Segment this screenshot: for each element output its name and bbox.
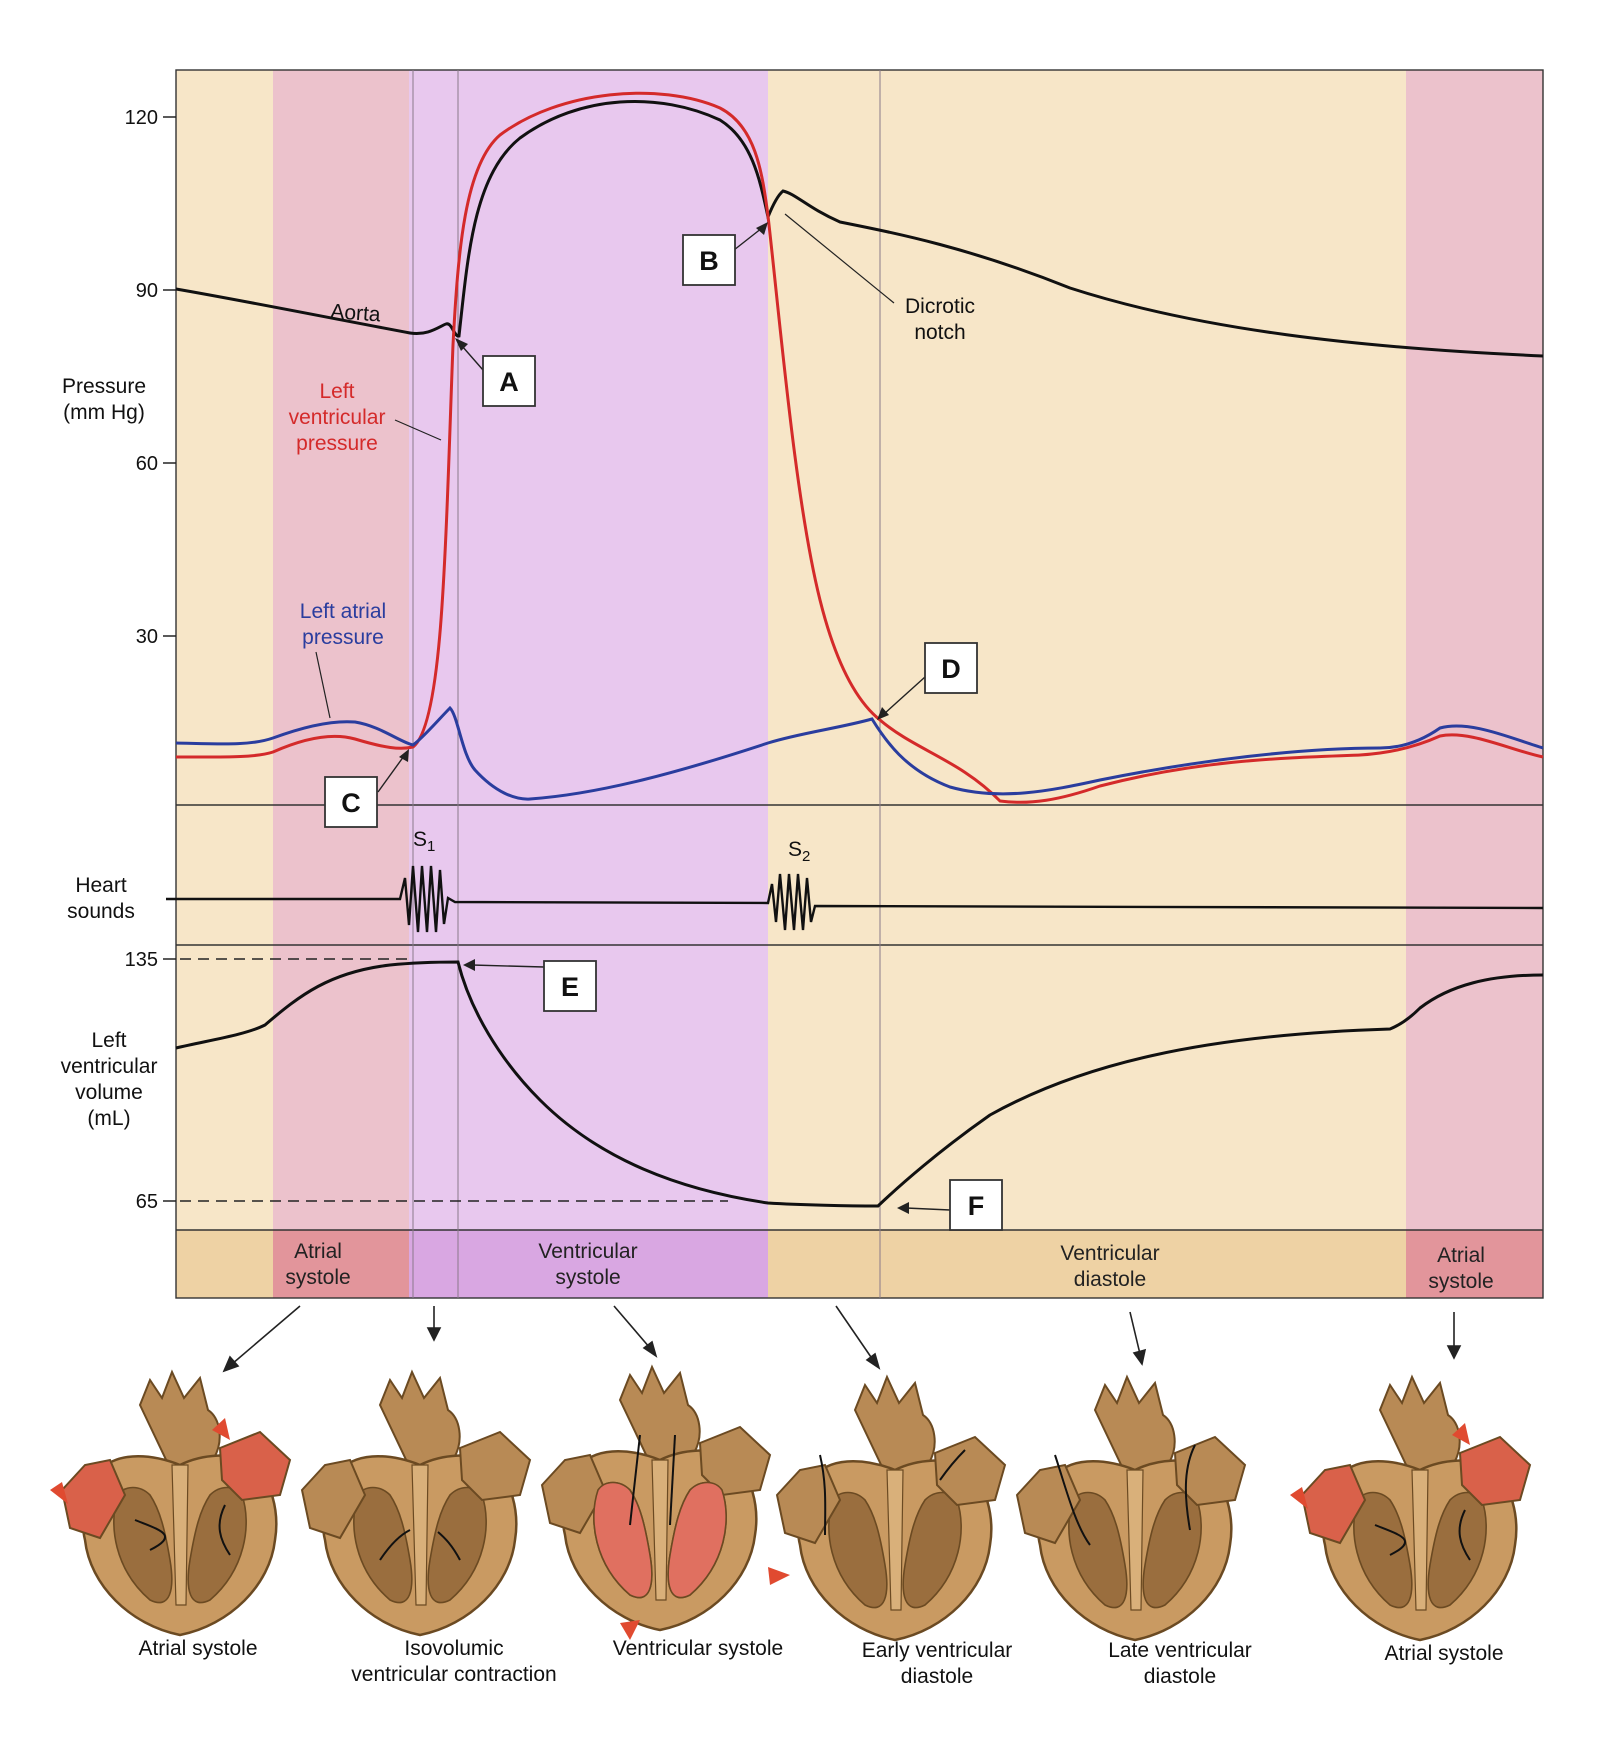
dicrotic-notch-label-line1: Dicrotic bbox=[905, 295, 975, 318]
volume-axis: 135 65 Left ventricular volume (mL) bbox=[61, 949, 728, 1213]
svg-text:A: A bbox=[499, 367, 519, 397]
phase-atrial-systole-2-line2: systole bbox=[1428, 1270, 1493, 1293]
svg-text:B: B bbox=[699, 246, 719, 276]
heart-label-1: Atrial systole bbox=[138, 1637, 257, 1660]
pressure-axis-unit: (mm Hg) bbox=[63, 401, 145, 424]
marker-a: A bbox=[455, 338, 536, 407]
phase-atrial-systole-1-line1: Atrial bbox=[294, 1240, 342, 1263]
pressure-tick-120: 120 bbox=[125, 107, 158, 129]
volume-tick-65: 65 bbox=[136, 1191, 158, 1213]
chart-frame bbox=[175, 69, 1544, 1299]
heart-atrial-systole-2 bbox=[1290, 1375, 1531, 1642]
heart-sounds-axis: Heart sounds bbox=[67, 874, 135, 923]
pressure-tick-30: 30 bbox=[136, 626, 158, 648]
heart-label-4-line2: diastole bbox=[901, 1665, 973, 1688]
heart-label-3: Ventricular systole bbox=[613, 1637, 783, 1660]
dicrotic-notch-label-line2: notch bbox=[914, 321, 965, 344]
phase-labels: Atrial systole Ventricular systole Ventr… bbox=[285, 1240, 1493, 1293]
heart-label-6: Atrial systole bbox=[1384, 1642, 1503, 1665]
volume-title-line1: Left bbox=[91, 1029, 126, 1052]
phase-ventricular-systole-line2: systole bbox=[555, 1266, 620, 1289]
pressure-axis-title: Pressure bbox=[62, 375, 146, 398]
band-diastole-left bbox=[176, 70, 273, 1230]
volume-tick-135: 135 bbox=[125, 949, 158, 971]
heart-isovolumic-contraction bbox=[301, 1370, 531, 1637]
heart-early-ventricular-diastole bbox=[776, 1375, 1006, 1642]
volume-title-line3: volume bbox=[75, 1081, 143, 1104]
pressure-tick-90: 90 bbox=[136, 280, 158, 302]
la-pressure-label-line2: pressure bbox=[302, 626, 384, 649]
marker-b: B bbox=[682, 222, 768, 286]
volume-title-line2: ventricular bbox=[61, 1055, 158, 1078]
aorta-label: Aorta bbox=[330, 300, 382, 326]
svg-text:D: D bbox=[941, 654, 961, 684]
heart-label-4-line1: Early ventricular bbox=[862, 1639, 1013, 1662]
marker-c: C bbox=[324, 749, 409, 828]
svg-text:E: E bbox=[561, 972, 579, 1002]
phase-bands bbox=[176, 70, 1543, 1230]
svg-text:F: F bbox=[968, 1191, 985, 1221]
band-atrial-systole-1 bbox=[273, 70, 409, 1230]
lv-pressure-label-line3: pressure bbox=[296, 432, 378, 455]
left-atrial-pressure-curve bbox=[175, 705, 1544, 801]
heart-ventricular-systole bbox=[541, 1365, 790, 1640]
heart-sounds-title-line2: sounds bbox=[67, 900, 135, 923]
heart-label-2-line2: ventricular contraction bbox=[351, 1663, 556, 1686]
phase-strip bbox=[176, 1230, 1543, 1298]
heart-sounds-title-line1: Heart bbox=[75, 874, 127, 897]
la-pressure-label-line1: Left atrial bbox=[300, 600, 386, 623]
pressure-tick-60: 60 bbox=[136, 453, 158, 475]
phase-ventricular-diastole-line2: diastole bbox=[1074, 1268, 1146, 1291]
s1-label: S1 bbox=[413, 828, 435, 855]
s2-label: S2 bbox=[788, 838, 810, 865]
phase-to-heart-arrows bbox=[222, 1305, 1462, 1373]
heart-late-ventricular-diastole bbox=[1016, 1375, 1246, 1642]
heart-sounds-trace bbox=[166, 865, 1544, 933]
left-ventricular-volume-curve bbox=[175, 960, 1544, 1208]
phase-atrial-systole-2-line1: Atrial bbox=[1437, 1244, 1485, 1267]
phase-ventricular-diastole-line1: Ventricular bbox=[1060, 1242, 1159, 1265]
band-atrial-systole-2 bbox=[1406, 70, 1543, 1230]
heart-labels: Atrial systole Isovolumic ventricular co… bbox=[138, 1637, 1503, 1688]
heart-label-5-line1: Late ventricular bbox=[1108, 1639, 1252, 1662]
marker-d: D bbox=[877, 642, 978, 720]
phase-atrial-systole-1-line2: systole bbox=[285, 1266, 350, 1289]
aorta-pressure-curve bbox=[175, 100, 1544, 358]
heart-label-5-line2: diastole bbox=[1144, 1665, 1216, 1688]
pressure-axis: 120 90 60 30 Pressure (mm Hg) bbox=[62, 107, 176, 648]
band-ventricular-diastole bbox=[768, 70, 1406, 1230]
marker-f: F bbox=[897, 1179, 1003, 1231]
volume-title-line4: (mL) bbox=[87, 1107, 130, 1130]
heart-label-2-line1: Isovolumic bbox=[404, 1637, 503, 1660]
phase-ventricular-systole-line1: Ventricular bbox=[538, 1240, 637, 1263]
lv-pressure-label-line1: Left bbox=[319, 380, 354, 403]
lv-pressure-label-line2: ventricular bbox=[289, 406, 386, 429]
svg-text:C: C bbox=[341, 788, 361, 818]
marker-e: E bbox=[463, 959, 597, 1012]
heart-atrial-systole-1 bbox=[50, 1370, 291, 1637]
curve-labels: Aorta Left ventricular pressure Left atr… bbox=[289, 213, 975, 719]
